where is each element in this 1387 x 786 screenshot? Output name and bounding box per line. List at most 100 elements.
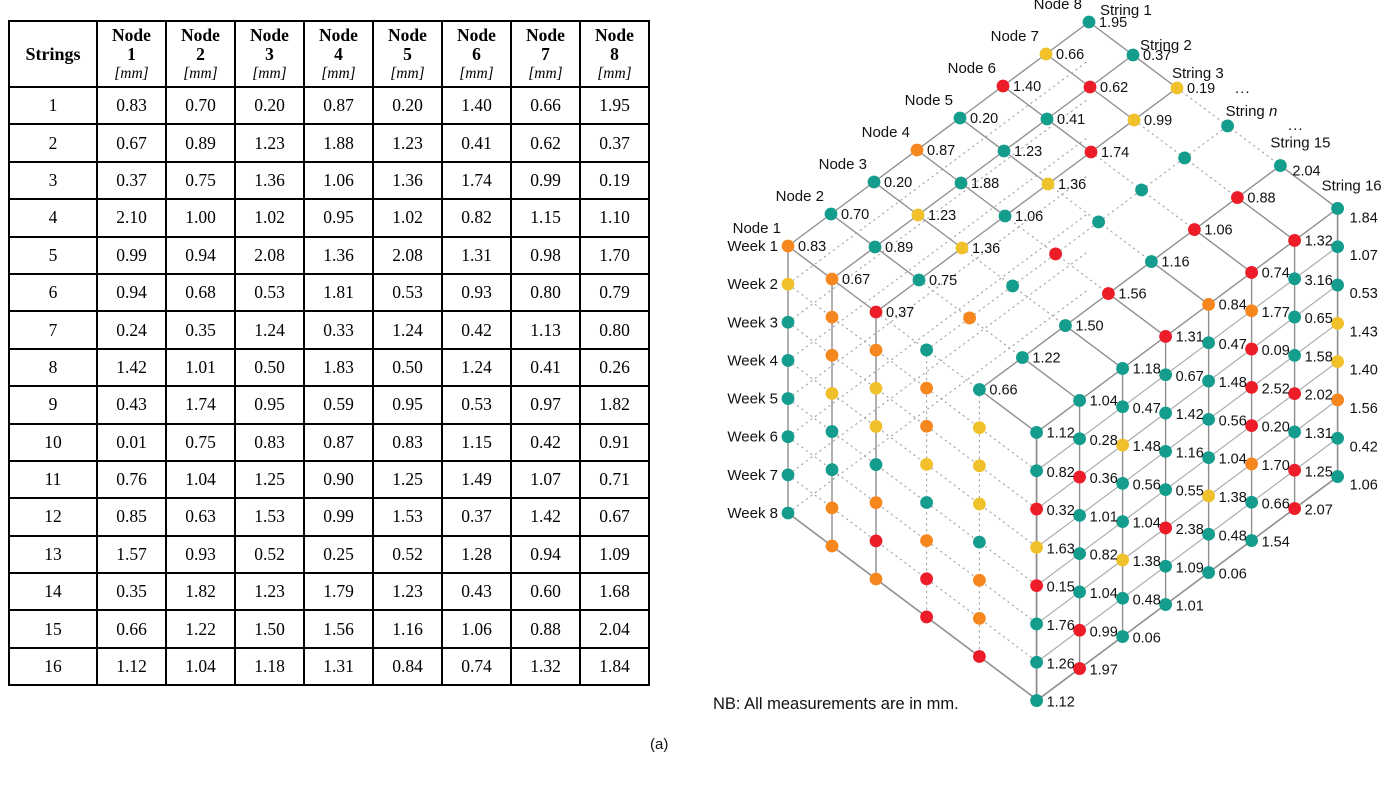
lattice-edge (926, 317, 970, 351)
measurement-cell: 0.37 (579, 123, 650, 163)
measurement-cell: 0.80 (510, 272, 581, 313)
lattice-dot-yellow (911, 208, 925, 222)
lattice-dot-yellow (1331, 355, 1344, 369)
lattice-dot-red (1073, 662, 1086, 675)
col-header-node-4: Node 4 [mm] (303, 20, 374, 88)
lattice-dot-teal (1159, 559, 1172, 573)
measurement-cell: 1.23 (372, 123, 443, 163)
lattice-edge (1150, 228, 1195, 263)
col-header-node-1: Node 1 [mm] (96, 20, 167, 88)
lattice-edge (1036, 284, 1338, 510)
lattice-dot-teal (1202, 336, 1215, 350)
measurement-value: 1.70 (1262, 458, 1290, 474)
lattice-dot-orange (825, 539, 839, 553)
measurement-cell: 1.28 (441, 534, 512, 575)
measurement-value: 1.16 (1161, 255, 1189, 271)
lattice-dot-teal (1245, 495, 1258, 509)
table-row-string-3: 3 0.37 0.75 1.36 1.06 1.36 1.74 0.99 0.19 (8, 160, 650, 201)
row-header-string: 1 (8, 85, 98, 126)
lattice-edge (1004, 183, 1049, 217)
row-header-string: 5 (8, 235, 98, 275)
measurement-value: 1.06 (1204, 223, 1232, 239)
lattice-edge (1133, 119, 1238, 198)
lattice-dot-yellow (869, 420, 883, 433)
lattice-dot-teal (1159, 598, 1172, 611)
measurement-cell: 0.99 (303, 497, 374, 537)
lattice-dot-teal (825, 463, 839, 477)
node-label: Node 1 (733, 220, 781, 237)
measurement-value: 1.04 (1219, 452, 1247, 468)
measurement-cell: 1.68 (579, 572, 650, 612)
lattice-dot-teal (920, 496, 933, 509)
lattice-dot-orange (869, 343, 883, 357)
measurement-cell: 1.31 (441, 235, 512, 275)
lattice-dot-orange (973, 611, 986, 625)
measurement-value: 1.25 (1305, 464, 1333, 480)
lattice-dot-teal (1159, 368, 1172, 382)
lattice-dot-red (1084, 145, 1098, 159)
measurement-cell: 1.82 (579, 385, 650, 425)
lattice-dot-teal (1116, 476, 1129, 490)
lattice-edge (961, 247, 1066, 326)
measurement-cell: 0.35 (165, 310, 236, 350)
measurement-cell: 1.70 (579, 235, 650, 275)
lattice-dot-orange (1202, 298, 1215, 311)
measurement-value: 0.99 (1090, 624, 1118, 640)
lattice-dot-teal (1030, 655, 1043, 669)
measurement-value: 0.42 (1350, 439, 1378, 455)
measurement-cell: 0.70 (165, 85, 236, 126)
measurement-value: 1.09 (1176, 560, 1204, 576)
measurement-cell: 0.41 (441, 123, 512, 163)
lattice-dot-orange (920, 381, 933, 395)
measurement-cell: 2.08 (234, 235, 305, 275)
lattice-dot-teal (781, 506, 795, 520)
lattice-dot-teal (973, 535, 986, 549)
lattice-dot-teal (997, 144, 1011, 158)
measurement-value: 1.36 (972, 241, 1000, 257)
lattice-dot-teal (1006, 279, 1019, 293)
lattice-edge (787, 436, 1037, 624)
lattice-dot-teal (868, 240, 882, 254)
measurement-cell: 1.83 (303, 347, 374, 388)
table-row-string-14: 14 0.35 1.82 1.23 1.79 1.23 0.43 0.60 1.68 (8, 572, 650, 612)
lattice-edge (1165, 303, 1210, 338)
row-header-string: 15 (8, 609, 98, 649)
measurement-cell: 1.04 (165, 459, 236, 500)
measurement-value: 0.41 (1057, 112, 1085, 128)
measurement-cell: 1.13 (510, 310, 581, 350)
measurement-cell: 1.15 (510, 198, 581, 238)
measurement-value: 0.36 (1090, 471, 1118, 487)
measurement-cell: 1.53 (372, 497, 443, 537)
lattice-dot-teal (825, 425, 839, 438)
measurement-value: 1.36 (1058, 177, 1086, 193)
lattice-dot-yellow (1331, 316, 1344, 330)
lattice-edge (1036, 399, 1338, 625)
measurement-value: 0.20 (884, 175, 912, 191)
measurement-cell: 1.25 (372, 459, 443, 500)
node-label: Node 3 (819, 156, 867, 173)
lattice-edge (787, 212, 1090, 438)
lattice-dot-red (869, 305, 883, 319)
lattice-edge (1047, 151, 1092, 185)
measurement-cell: 0.80 (579, 310, 650, 350)
measurement-value: 1.26 (1047, 656, 1075, 672)
measurement-value: 1.48 (1219, 375, 1247, 391)
lattice-dot-teal (1288, 348, 1301, 362)
lattice-dot-red (1288, 502, 1301, 515)
lattice-dot-teal (953, 111, 967, 125)
row-header-string: 12 (8, 497, 98, 537)
measurement-value: 1.50 (1075, 319, 1103, 335)
lattice-dot-red (1288, 234, 1301, 247)
measurement-value: 0.47 (1219, 337, 1247, 353)
lattice-edge (787, 474, 1037, 662)
lattice-edge (1208, 271, 1253, 306)
lattice-edge (787, 213, 832, 247)
measurement-value: 1.01 (1176, 599, 1204, 615)
week-label: Week 7 (727, 467, 778, 484)
measurement-value: 0.74 (1262, 265, 1290, 281)
measurement-cell: 0.33 (303, 310, 374, 350)
measurement-cell: 0.60 (510, 572, 581, 612)
measurement-cell: 0.26 (579, 347, 650, 388)
table-row-string-10: 10 0.01 0.75 0.83 0.87 0.83 1.15 0.42 0.91 (8, 422, 650, 462)
